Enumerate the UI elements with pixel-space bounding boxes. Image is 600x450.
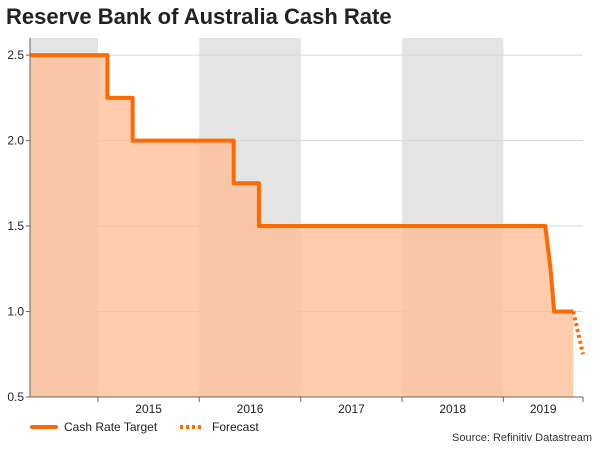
x-tick-label: 2015 bbox=[135, 402, 162, 416]
y-tick-label: 1.0 bbox=[7, 305, 24, 319]
legend-swatch-dotted bbox=[180, 425, 204, 429]
chart-title: Reserve Bank of Australia Cash Rate bbox=[6, 4, 392, 29]
x-tick-label: 2016 bbox=[237, 402, 264, 416]
y-tick-label: 2.5 bbox=[7, 48, 24, 62]
x-tick-label: 2019 bbox=[530, 402, 557, 416]
x-tick-label: 2017 bbox=[338, 402, 365, 416]
series-line-forecast bbox=[571, 311, 585, 355]
legend-swatch-solid bbox=[30, 425, 58, 429]
y-tick-label: 1.5 bbox=[7, 219, 24, 233]
series-line-cash-rate-target bbox=[30, 53, 574, 314]
axes-layer: 0.5 1.0 1.5 2.0 2.5 2015 2016 2017 2018 2019 bbox=[7, 38, 584, 416]
y-tick-label: 0.5 bbox=[7, 390, 24, 404]
source-note: Source: Refinitiv Datastream bbox=[452, 432, 592, 444]
legend-item-cash-rate-target: Cash Rate Target bbox=[30, 418, 157, 436]
legend-label: Cash Rate Target bbox=[64, 420, 158, 434]
x-tick-label: 2018 bbox=[439, 402, 466, 416]
series-layer bbox=[30, 53, 585, 355]
legend-label: Forecast bbox=[212, 420, 259, 434]
legend-item-forecast: Forecast bbox=[178, 418, 259, 436]
y-tick-label: 2.0 bbox=[7, 134, 24, 148]
